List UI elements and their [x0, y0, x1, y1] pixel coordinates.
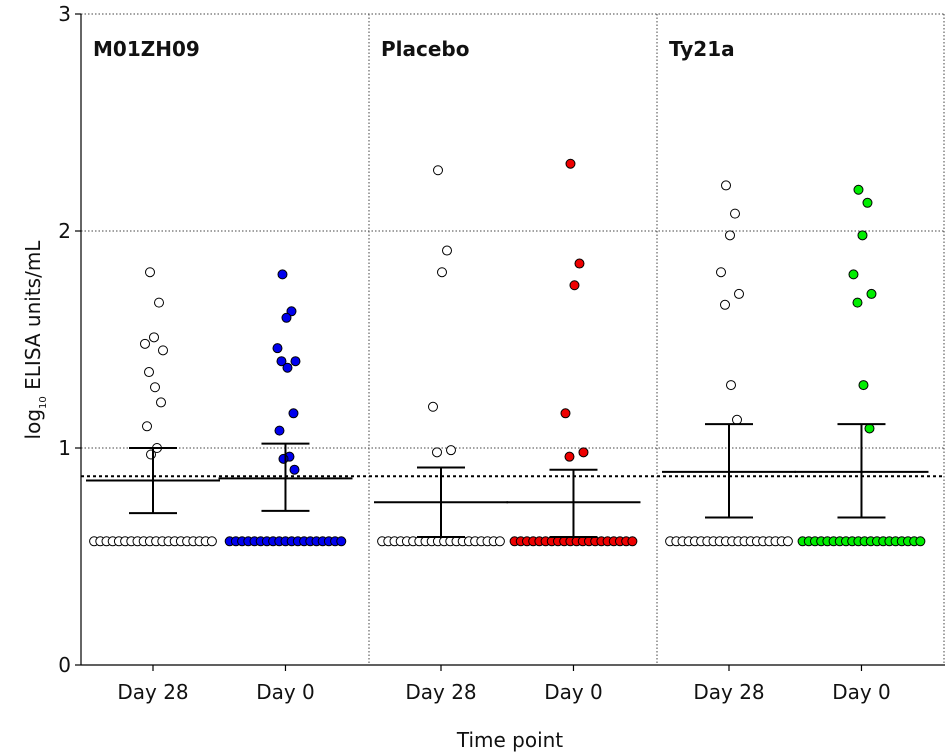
data-point [272, 343, 283, 354]
data-point [627, 536, 638, 547]
data-point [433, 165, 443, 176]
data-point [288, 408, 299, 419]
data-point [721, 180, 731, 191]
data-point [578, 447, 589, 458]
y-tick-label: 0 [58, 653, 71, 677]
data-point [716, 267, 726, 278]
data-point [442, 245, 452, 256]
data-point [915, 536, 926, 547]
data-point [734, 288, 744, 299]
data-point [146, 449, 156, 460]
data-point [565, 158, 576, 169]
data-point [154, 297, 164, 308]
data-point [140, 338, 150, 349]
data-point [156, 397, 166, 408]
data-point [864, 423, 875, 434]
data-point [144, 367, 154, 378]
data-point [289, 464, 300, 475]
x-tick-label: Day 28 [693, 680, 764, 704]
data-point [866, 288, 877, 299]
x-axis-title: Time point [456, 728, 563, 752]
data-point [782, 536, 793, 547]
data-point [428, 401, 438, 412]
x-tick-label: Day 0 [832, 680, 891, 704]
panel-title: M01ZH09 [93, 37, 200, 61]
data-point [720, 299, 730, 310]
data-point [278, 453, 289, 464]
data-point [150, 382, 160, 393]
marks-layer [86, 158, 929, 547]
x-tick-label: Day 0 [256, 680, 315, 704]
y-axis-title-suffix: ELISA units/mL [21, 240, 45, 397]
x-tick-label: Day 28 [405, 680, 476, 704]
data-point [569, 280, 580, 291]
data-point [142, 421, 152, 432]
data-point [725, 230, 735, 241]
data-point [862, 197, 873, 208]
data-point [158, 345, 168, 356]
data-point [276, 356, 287, 367]
data-point [282, 362, 293, 373]
data-point [446, 445, 456, 456]
y-tick-label: 2 [58, 219, 71, 243]
data-point [286, 306, 297, 317]
x-tick-label: Day 28 [117, 680, 188, 704]
data-point [437, 267, 447, 278]
data-point [206, 536, 217, 547]
panel-title: Placebo [381, 37, 470, 61]
data-point [149, 332, 159, 343]
y-tick-label: 3 [58, 2, 71, 26]
data-point [277, 269, 288, 280]
y-axis-title: log10 ELISA units/mL [21, 240, 49, 440]
grid-layer [81, 13, 945, 665]
data-point [494, 536, 505, 547]
data-point [726, 380, 736, 391]
data-point [732, 414, 742, 425]
x-tick-label: Day 0 [544, 680, 603, 704]
y-axis-title-subscript: 10 [38, 396, 49, 409]
text-layer: 0 1 2 3 M01ZH09 Day 28 Day 0 Placebo Day 28 Day 0… [58, 2, 891, 704]
data-point [290, 356, 301, 367]
data-point [560, 408, 571, 419]
data-point [281, 312, 292, 323]
data-point [857, 230, 868, 241]
data-point [730, 208, 740, 219]
y-axis-title-prefix: log [21, 409, 45, 440]
data-point [564, 451, 575, 462]
panel-title: Ty21a [669, 37, 735, 61]
axes-layer [75, 13, 945, 671]
data-point [852, 297, 863, 308]
data-point [432, 447, 442, 458]
data-point [574, 258, 585, 269]
data-point [848, 269, 859, 280]
data-point [274, 425, 285, 436]
data-point [336, 536, 347, 547]
data-point [858, 380, 869, 391]
data-point [853, 184, 864, 195]
data-point [145, 267, 155, 278]
y-tick-label: 1 [58, 436, 71, 460]
